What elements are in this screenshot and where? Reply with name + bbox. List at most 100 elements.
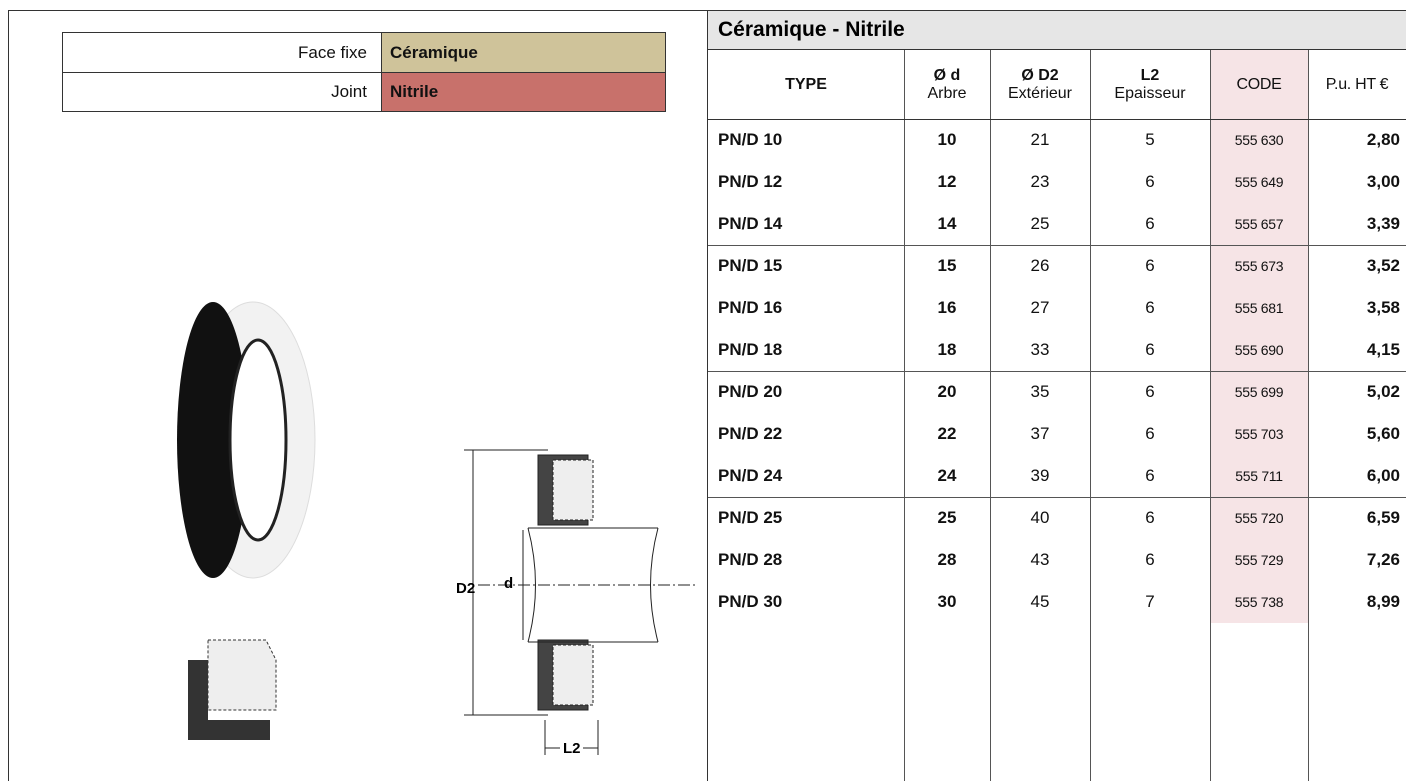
table-cell: 20 — [937, 382, 957, 401]
table-cell: 555 690 — [1234, 342, 1284, 358]
table-cell: 6 — [1145, 340, 1155, 359]
header-text: Epaisseur — [1114, 84, 1186, 102]
header-text: CODE — [1236, 75, 1282, 93]
table-cell: 6 — [1145, 424, 1155, 443]
table-cell: 45 — [1030, 592, 1050, 611]
table-cell: 18 — [937, 340, 957, 359]
column-line — [990, 50, 991, 781]
table-cell: 6 — [1145, 214, 1155, 233]
header-text: L2 — [1140, 66, 1160, 84]
table-cell: 555 681 — [1234, 300, 1284, 316]
group-line — [708, 245, 1406, 246]
table-cell: 6 — [1145, 256, 1155, 275]
table-cell: PN/D 14 — [718, 214, 783, 233]
header-line — [708, 119, 1406, 120]
table-cell: 30 — [937, 592, 957, 611]
spec-value: Nitrile — [381, 72, 665, 111]
column-line — [1308, 50, 1309, 781]
diagram-label: L2 — [563, 740, 581, 757]
section-icon — [188, 639, 277, 740]
table-cell: PN/D 28 — [718, 550, 783, 569]
table-cell: 555 657 — [1234, 216, 1284, 232]
column-line — [904, 50, 905, 781]
table-cell: 6 — [1145, 298, 1155, 317]
spec-table: Face fixe Céramique Joint Nitrile — [62, 32, 666, 112]
table-cell: 25 — [937, 508, 957, 527]
table-cell: PN/D 18 — [718, 340, 783, 359]
table-cell: 4,15 — [1366, 340, 1400, 359]
drawings: D2 d L2 — [177, 301, 698, 757]
spec-label: Joint — [63, 72, 381, 111]
column-line — [1210, 50, 1211, 781]
table-cell: 555 630 — [1234, 132, 1284, 148]
table-cell: PN/D 25 — [718, 508, 783, 527]
table-cell: 6 — [1145, 550, 1155, 569]
table-cell: 555 720 — [1234, 510, 1284, 526]
header-text: Extérieur — [1007, 84, 1073, 102]
table-cell: 5 — [1145, 130, 1155, 149]
price-table: TYPE Ø d Arbre Ø D2 Extérieur L2 Epaisseur CODE… — [708, 50, 1406, 781]
diagram-label: D2 — [456, 580, 475, 597]
table-cell: 6 — [1145, 466, 1155, 485]
header-text: Arbre — [927, 84, 967, 102]
column-line — [1090, 50, 1091, 781]
table-cell: 15 — [937, 256, 957, 275]
table-cell: 24 — [937, 466, 957, 485]
header-text: Ø D2 — [1021, 66, 1059, 84]
table-cell: PN/D 10 — [718, 130, 783, 149]
table-cell: 33 — [1030, 340, 1050, 359]
table-cell: 39 — [1030, 466, 1050, 485]
header-text: Ø d — [933, 66, 961, 84]
column-header: L2 Epaisseur — [1090, 50, 1210, 119]
table-cell: 3,52 — [1366, 256, 1400, 275]
shaft-diagram — [464, 449, 698, 755]
ring-photo — [177, 301, 316, 579]
table-cell: 8,99 — [1366, 592, 1400, 611]
column-header: TYPE — [708, 50, 904, 119]
table-cell: 27 — [1030, 298, 1050, 317]
header-text: P.u. HT € — [1325, 75, 1389, 93]
column-header: P.u. HT € — [1308, 50, 1406, 119]
table-cell: 26 — [1030, 256, 1050, 275]
table-cell: 10 — [937, 130, 957, 149]
group-line — [708, 497, 1406, 498]
column-header: Ø d Arbre — [904, 50, 990, 119]
diagram-label: d — [504, 575, 513, 592]
table-cell: 555 703 — [1234, 426, 1284, 442]
spec-value: Céramique — [381, 33, 665, 72]
table-cell: PN/D 22 — [718, 424, 783, 443]
table-cell: 14 — [937, 214, 957, 233]
table-cell: 3,58 — [1366, 298, 1400, 317]
table-cell: 28 — [937, 550, 957, 569]
table-cell: 25 — [1030, 214, 1050, 233]
code-column-bg — [1210, 50, 1308, 623]
table-title: Céramique - Nitrile — [708, 10, 1406, 50]
table-cell: PN/D 15 — [718, 256, 783, 275]
table-cell: 6 — [1145, 172, 1155, 191]
column-header: CODE — [1210, 50, 1308, 119]
table-cell: PN/D 16 — [718, 298, 783, 317]
table-cell: 7 — [1145, 592, 1155, 611]
table-cell: 555 738 — [1234, 594, 1284, 610]
table-cell: PN/D 30 — [718, 592, 783, 611]
table-cell: 555 729 — [1234, 552, 1284, 568]
table-cell: 2,80 — [1366, 130, 1400, 149]
table-cell: 23 — [1030, 172, 1050, 191]
spec-label: Face fixe — [298, 42, 367, 62]
table-cell: 7,26 — [1366, 550, 1400, 569]
table-cell: 3,39 — [1366, 214, 1400, 233]
table-cell: 35 — [1030, 382, 1050, 401]
table-cell: 555 699 — [1234, 384, 1284, 400]
table-cell: 40 — [1030, 508, 1050, 527]
table-cell: 6 — [1145, 382, 1155, 401]
table-cell: 555 649 — [1234, 174, 1284, 190]
table-cell: PN/D 12 — [718, 172, 783, 191]
table-cell: 6 — [1145, 508, 1155, 527]
table-cell: 6,00 — [1366, 466, 1400, 485]
table-cell: PN/D 20 — [718, 382, 783, 401]
table-cell: 16 — [937, 298, 957, 317]
left-panel — [8, 10, 708, 781]
table-cell: 22 — [937, 424, 957, 443]
table-cell: 21 — [1030, 130, 1050, 149]
